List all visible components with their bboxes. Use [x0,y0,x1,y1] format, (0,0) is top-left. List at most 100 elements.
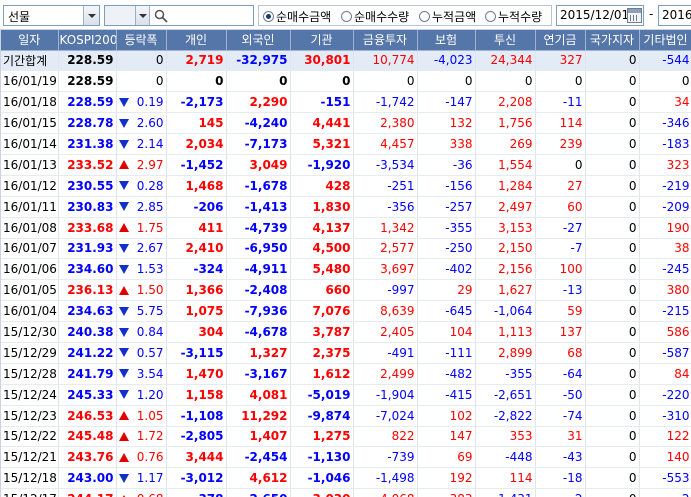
table-row[interactable]: 15/12/28 241.79 3.54 1,470 -3,167 1,612 2,499-… [1,363,691,385]
cell-trust: -2,651 [475,384,536,406]
code-search[interactable] [104,5,254,26]
cell-foreign: -4,911 [226,258,291,281]
cell-individual: 1,158 [166,384,227,406]
table-row[interactable]: 16/01/11 230.83 2.85 -206 -1,413 1,830 -356 -25… [1,196,691,218]
date-from-field[interactable]: 2015/12/01 [556,5,644,26]
table-row[interactable]: 16/01/14 231.38 2.14 2,034 -7,173 5,321 4,457 3… [1,133,691,155]
total-row[interactable]: 기간합계 228.59 0 2,719 -32,975 30,801 10,77… [1,50,691,72]
chevron-down-icon[interactable] [83,6,99,25]
cell-date: 15/12/24 [1,384,59,406]
cell-individual: 0 [166,70,227,93]
table-row[interactable]: 15/12/18 243.00 1.17 -3,012 4,612 -1,046 -1,49… [1,467,691,490]
cell-state: 0 [585,196,640,218]
table-row[interactable]: 16/01/12 230.55 0.28 1,468 -1,678 428 -251 -156… [1,175,691,197]
col-header-other-corp[interactable]: 기타법인 [639,30,691,51]
cell-individual: -206 [166,196,227,218]
market-select[interactable]: 선물 [3,5,100,26]
total-other-corp: -544 [639,50,691,72]
radio-cumulative-amount[interactable]: 누적금액 [419,8,476,24]
code-type-select[interactable] [105,6,150,25]
col-header-foreign[interactable]: 외국인 [226,30,291,51]
col-header-institution[interactable]: 기관 [290,30,354,51]
table-row[interactable]: 15/12/30 240.38 0.84 304 -4,678 3,787 2,405 104… [1,321,691,343]
table-row[interactable]: 16/01/04 234.63 5.75 1,075 -7,936 7,076 8,639-… [1,300,691,323]
table-row[interactable]: 16/01/08 233.68 1.75 411 -4,739 4,137 1,342 -35… [1,217,691,239]
calendar-icon[interactable] [627,8,642,23]
cell-state: 0 [585,91,640,114]
col-header-state[interactable]: 국가지자 [585,30,640,51]
table-row[interactable]: 16/01/15 228.78 2.60 145 -4,240 4,441 2,380 132… [1,112,691,135]
cell-foreign: -3,167 [226,363,291,385]
radio-label: 순매수수량 [354,10,410,24]
date-to-field[interactable]: 2016 [658,5,691,26]
radio-net-buy-amount[interactable]: 순매수금액 [263,8,331,24]
table-row[interactable]: 16/01/18 228.59 0.19 -2,173 2,290 -151 -1,742-… [1,91,691,114]
cell-trust: 1,113 [475,321,536,343]
table-row[interactable]: 16/01/13 233.52 2.97 -1,452 3,049 -1,920 -3,53… [1,154,691,176]
cell-foreign: -4,678 [226,321,291,343]
cell-institution: 4,500 [290,238,354,260]
cell-date: 15/12/21 [1,446,59,469]
radio-net-buy-quantity[interactable]: 순매수수량 [341,8,409,24]
search-icon[interactable] [153,8,169,24]
col-header-fin-invest[interactable]: 금융투자 [353,30,418,51]
cell-kospi200: 231.38 [58,133,117,155]
cell-change: 2.85 [116,196,167,218]
triangle-down-icon [118,264,129,274]
cell-pension: -43 [535,446,586,469]
change-value: 0.76 [136,450,164,465]
triangle-down-icon [118,327,129,337]
cell-state: 0 [585,321,640,343]
table-row[interactable]: 15/12/21 243.76 0.76 3,444 -2,454 -1,130 -739 6… [1,446,691,469]
cell-trust: 114 [475,467,536,490]
cell-individual: 304 [166,321,227,343]
triangle-up-icon [118,452,129,462]
col-header-trust[interactable]: 투신 [475,30,536,51]
cell-trust: -1,431 [475,488,536,497]
cell-change: 1.05 [116,405,167,427]
radio-label: 누적수량 [498,10,543,24]
table-row[interactable]: 15/12/22 245.48 1.72 -2,805 1,407 1,275 822 147… [1,426,691,448]
cell-pension: 0 [535,154,586,176]
cell-change: 0 [116,70,167,93]
cell-change: 5.75 [116,300,167,323]
radio-cumulative-quantity[interactable]: 누적수량 [485,8,542,24]
table-row[interactable]: 16/01/19 228.59 0 0 0 0 0 0 0 0 0 0 [1,70,691,93]
cell-fin-invest: -739 [353,446,418,469]
table-row[interactable]: 16/01/05 236.13 1.50 1,366 -2,408 660 -997 29 1,… [1,279,691,302]
chevron-down-icon[interactable] [135,6,149,25]
cell-kospi200: 230.83 [58,196,117,218]
col-header-change[interactable]: 등락폭 [116,30,167,51]
triangle-up-icon [118,411,129,421]
cell-change: 3.54 [116,363,167,385]
table-row[interactable]: 16/01/06 234.60 1.53 -324 -4,911 5,480 3,697 -4… [1,258,691,281]
table-row[interactable]: 15/12/24 245.33 1.20 1,158 4,081 -5,019 -1,904… [1,384,691,406]
cell-insurance: -355 [417,217,476,239]
cell-institution: 7,076 [290,300,354,323]
table-row[interactable]: 15/12/29 241.22 0.57 -3,115 1,327 2,375 -491 -1… [1,342,691,364]
cell-foreign: -2,408 [226,279,291,302]
total-pension: 327 [535,50,586,72]
col-header-individual[interactable]: 개인 [166,30,227,51]
cell-fin-invest: 4,457 [353,133,418,155]
cell-pension: -50 [535,384,586,406]
table-row[interactable]: 16/01/07 231.93 2.67 2,410 -6,950 4,500 2,577-… [1,238,691,260]
cell-other-corp: -346 [639,112,691,135]
table-row[interactable]: 15/12/17244.17 0.68-378-2,6503,0304,06838… [1,488,691,497]
total-institution: 30,801 [290,50,354,72]
table-row[interactable]: 15/12/23 246.53 1.05 -1,108 11,292 -9,874 -7,0… [1,405,691,427]
cell-trust: -448 [475,446,536,469]
cell-individual: 2,410 [166,238,227,260]
change-value: 1.05 [136,408,164,423]
cell-insurance: 132 [417,112,476,135]
col-header-date[interactable]: 일자 [1,30,59,51]
col-header-kospi200[interactable]: KOSPI200 [58,30,117,51]
cell-change: 2.67 [116,238,167,260]
cell-trust: 3,153 [475,217,536,239]
search-input[interactable] [171,7,251,24]
cell-kospi200: 243.76 [58,446,117,469]
col-header-pension[interactable]: 연기금 [535,30,586,51]
cell-insurance: 29 [417,279,476,302]
col-header-insurance[interactable]: 보험 [417,30,476,51]
total-insurance: -4,023 [417,50,476,72]
